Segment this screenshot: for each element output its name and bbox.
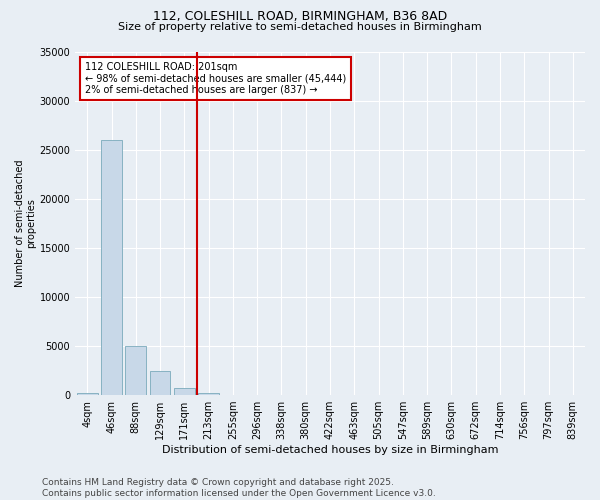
Bar <box>125 346 146 395</box>
Bar <box>199 393 219 395</box>
Bar <box>77 393 98 395</box>
Text: 112 COLESHILL ROAD: 201sqm
← 98% of semi-detached houses are smaller (45,444)
2%: 112 COLESHILL ROAD: 201sqm ← 98% of semi… <box>85 62 347 95</box>
Text: 112, COLESHILL ROAD, BIRMINGHAM, B36 8AD: 112, COLESHILL ROAD, BIRMINGHAM, B36 8AD <box>153 10 447 23</box>
Bar <box>174 388 194 395</box>
Bar <box>101 140 122 395</box>
Text: Contains HM Land Registry data © Crown copyright and database right 2025.
Contai: Contains HM Land Registry data © Crown c… <box>42 478 436 498</box>
X-axis label: Distribution of semi-detached houses by size in Birmingham: Distribution of semi-detached houses by … <box>162 445 499 455</box>
Y-axis label: Number of semi-detached
properties: Number of semi-detached properties <box>15 160 37 287</box>
Text: Size of property relative to semi-detached houses in Birmingham: Size of property relative to semi-detach… <box>118 22 482 32</box>
Bar <box>150 370 170 395</box>
